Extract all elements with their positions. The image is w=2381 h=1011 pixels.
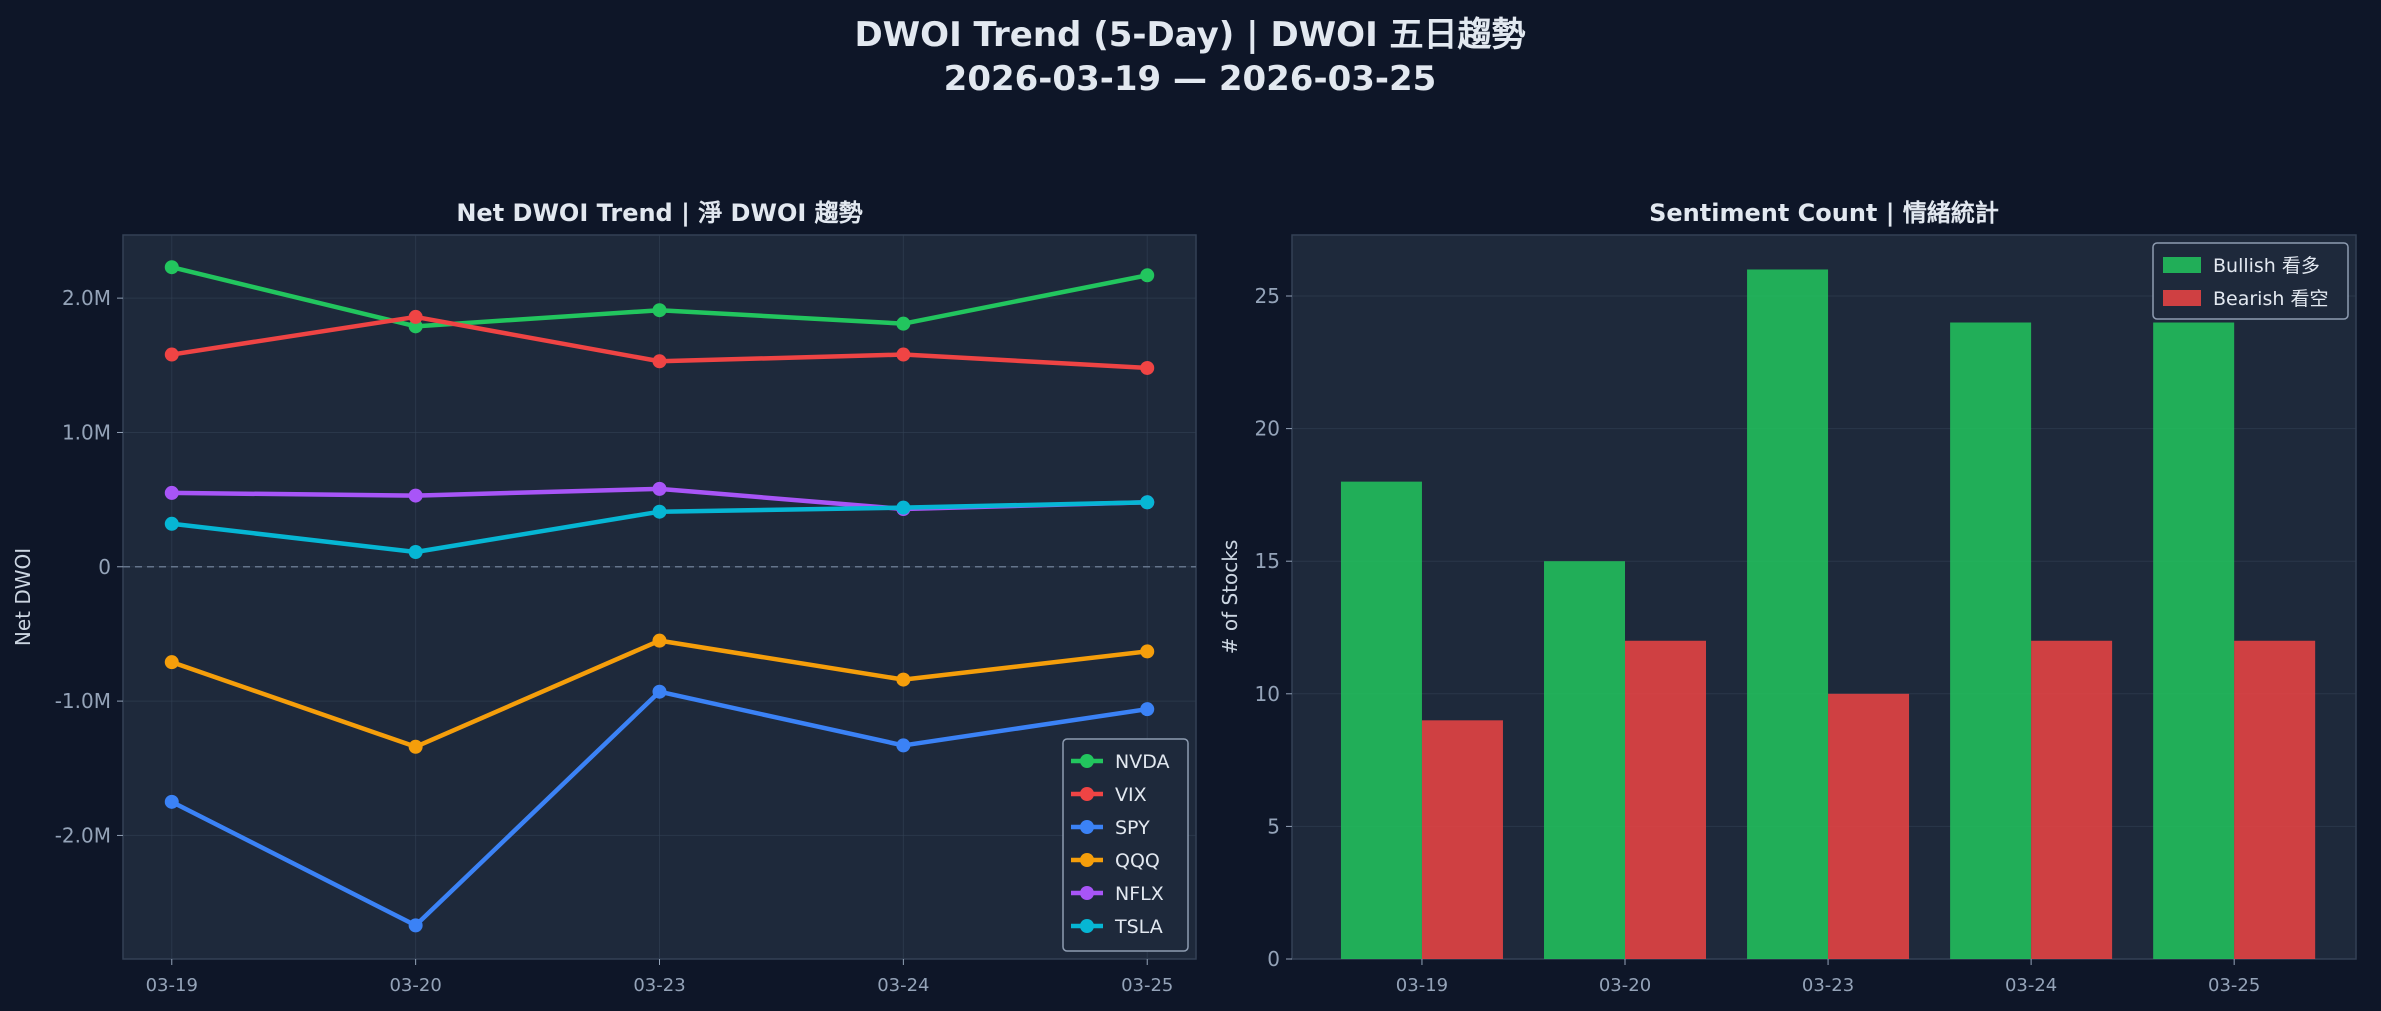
data-point-qqq	[652, 633, 667, 648]
y-tick-label: 10	[1255, 682, 1280, 706]
bar-bearish	[2031, 640, 2113, 959]
x-tick-label: 03-23	[1802, 975, 1854, 996]
legend-label: TSLA	[1114, 916, 1163, 938]
legend-marker	[1080, 754, 1094, 768]
y-tick-label: 20	[1255, 417, 1280, 441]
data-point-qqq	[1140, 644, 1155, 659]
bar-bullish	[2153, 322, 2235, 959]
sentiment-bar-chart: Sentiment Count | 情緒統計 # of Stocks 0 5 10 15 2…	[1218, 199, 2357, 996]
x-tick-label: 03-19	[1396, 975, 1448, 996]
bar-bullish	[1747, 269, 1829, 959]
bar-bearish	[1421, 720, 1503, 959]
data-point-nflx	[408, 488, 423, 503]
figure-title: DWOI Trend (5-Day) | DWOI 五日趨勢	[854, 15, 1525, 55]
data-point-spy	[1140, 702, 1155, 717]
chart-title: Net DWOI Trend | 淨 DWOI 趨勢	[456, 199, 862, 227]
y-tick-label: 5	[1267, 814, 1280, 838]
data-point-spy	[896, 738, 911, 753]
data-point-vix	[1140, 360, 1155, 375]
data-point-spy	[652, 684, 667, 699]
x-tick-label: 03-25	[2208, 975, 2260, 996]
x-tick-label: 03-20	[389, 975, 441, 996]
data-point-tsla	[896, 500, 911, 515]
bar-bullish	[1950, 322, 2032, 959]
data-point-tsla	[408, 545, 423, 560]
data-point-vix	[652, 354, 667, 369]
legend	[2152, 242, 2349, 320]
legend-marker	[1080, 820, 1094, 834]
data-point-spy	[164, 794, 179, 809]
figure-subtitle: 2026-03-19 — 2026-03-25	[944, 59, 1437, 99]
data-point-vix	[408, 309, 423, 324]
legend-marker	[1080, 787, 1094, 801]
data-point-qqq	[164, 655, 179, 670]
y-tick-label: 25	[1255, 284, 1280, 308]
data-point-qqq	[408, 739, 423, 754]
x-tick-label: 03-19	[146, 975, 198, 996]
x-tick-label: 03-24	[2005, 975, 2057, 996]
data-point-nvda	[896, 316, 911, 331]
y-axis-label: # of Stocks	[1218, 540, 1242, 655]
data-point-nflx	[164, 485, 179, 500]
x-tick-label: 03-24	[877, 975, 929, 996]
y-axis-label: Net DWOI	[11, 548, 35, 646]
data-point-vix	[896, 347, 911, 362]
legend-swatch	[2163, 257, 2201, 273]
data-point-nvda	[164, 260, 179, 275]
legend-swatch	[2163, 290, 2201, 306]
bar-bullish	[1544, 561, 1626, 959]
y-tick-label: -2.0M	[55, 823, 111, 847]
legend-marker	[1080, 886, 1094, 900]
legend-label: NFLX	[1115, 883, 1164, 905]
legend-label: SPY	[1115, 817, 1150, 839]
y-tick-label: 0	[98, 555, 111, 579]
data-point-vix	[164, 347, 179, 362]
data-point-tsla	[164, 516, 179, 531]
net-dwoi-line-chart: Net DWOI Trend | 淨 DWOI 趨勢 Net DWOI 2.0M 1.…	[11, 199, 1197, 996]
x-tick-label: 03-23	[633, 975, 685, 996]
bar-bearish	[1625, 640, 1707, 959]
data-point-nflx	[652, 481, 667, 496]
data-point-tsla	[652, 504, 667, 519]
y-tick-label: 1.0M	[62, 420, 111, 444]
bar-bearish	[1828, 693, 1910, 959]
bar-bearish	[2234, 640, 2316, 959]
legend-label: Bullish 看多	[2213, 255, 2320, 277]
legend-label: QQQ	[1115, 850, 1160, 872]
legend-marker	[1080, 919, 1094, 933]
legend-label: VIX	[1115, 784, 1147, 806]
data-point-qqq	[896, 672, 911, 687]
y-tick-label: 15	[1255, 549, 1280, 573]
legend-marker	[1080, 853, 1094, 867]
bar-bullish	[1340, 481, 1422, 959]
x-tick-label: 03-20	[1599, 975, 1651, 996]
data-point-nvda	[1140, 268, 1155, 283]
chart-title: Sentiment Count | 情緒統計	[1649, 199, 1999, 227]
legend-label: NVDA	[1115, 751, 1170, 773]
data-point-nvda	[652, 303, 667, 318]
x-tick-label: 03-25	[1121, 975, 1173, 996]
legend-label: Bearish 看空	[2213, 288, 2328, 310]
y-tick-label: -1.0M	[55, 689, 111, 713]
data-point-spy	[408, 918, 423, 933]
y-tick-label: 0	[1267, 947, 1280, 971]
y-tick-label: 2.0M	[62, 286, 111, 310]
data-point-tsla	[1140, 495, 1155, 510]
